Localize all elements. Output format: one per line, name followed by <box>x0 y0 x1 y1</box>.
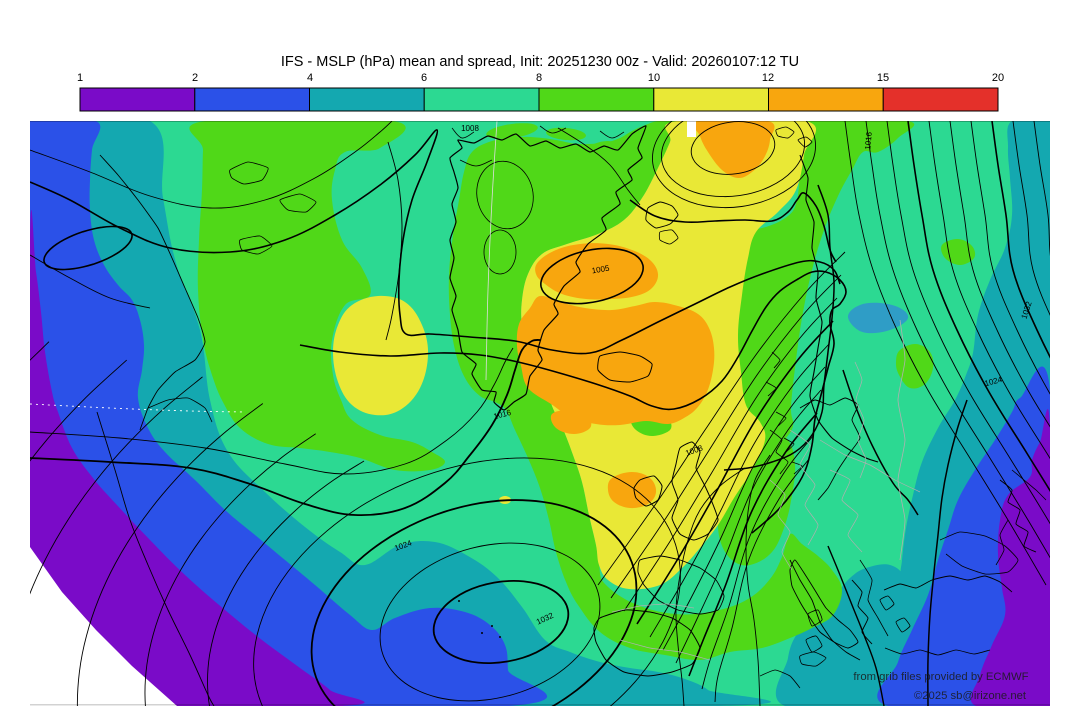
svg-text:1: 1 <box>77 72 83 84</box>
svg-text:from grib files provided by EC: from grib files provided by ECMWF <box>853 671 1028 683</box>
svg-text:©2025 sb@irizone.net: ©2025 sb@irizone.net <box>914 690 1027 702</box>
svg-text:IFS - MSLP (hPa) mean and spre: IFS - MSLP (hPa) mean and spread, Init: … <box>281 54 799 70</box>
svg-text:1008: 1008 <box>461 124 479 133</box>
svg-text:1005: 1005 <box>591 263 611 275</box>
svg-text:6: 6 <box>421 72 427 84</box>
svg-text:15: 15 <box>877 72 889 84</box>
svg-text:1016: 1016 <box>863 131 874 150</box>
svg-text:10: 10 <box>648 72 660 84</box>
svg-text:20: 20 <box>992 72 1004 84</box>
svg-text:4: 4 <box>307 72 313 84</box>
svg-text:12: 12 <box>762 72 774 84</box>
svg-text:2: 2 <box>192 72 198 84</box>
svg-text:8: 8 <box>536 72 542 84</box>
